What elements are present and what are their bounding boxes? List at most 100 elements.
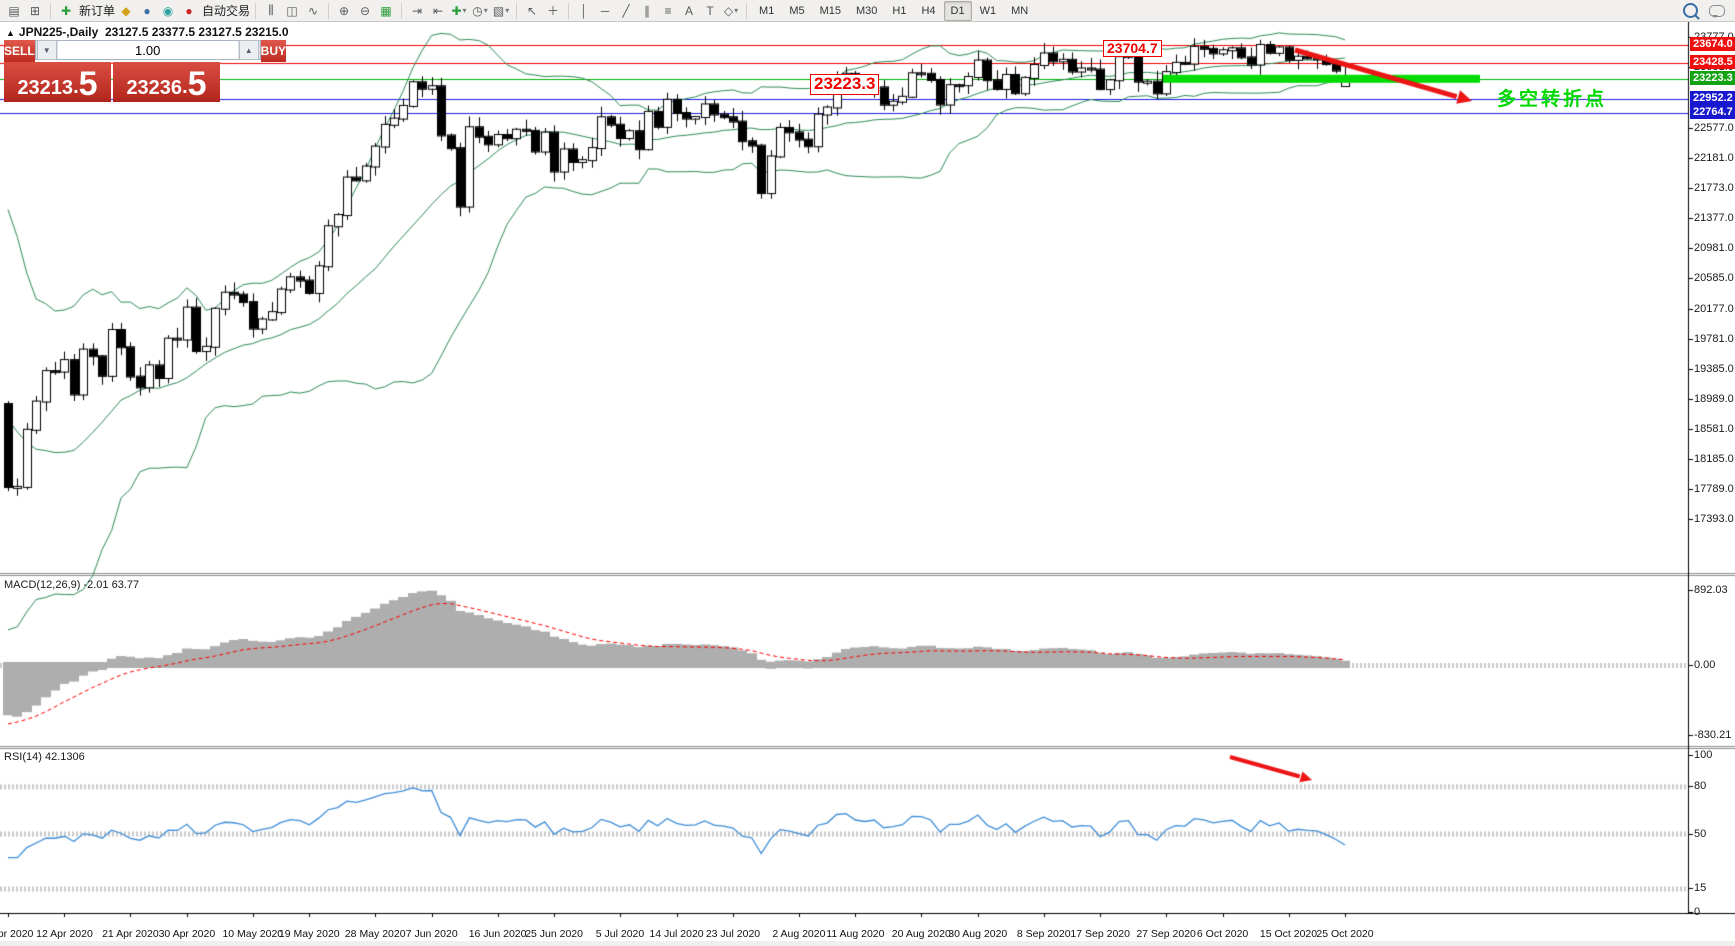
template-icon[interactable]: ▧ ▾ [492,3,510,18]
buy-price-dot: . [182,76,188,98]
vertical-line-icon[interactable]: │ [580,3,588,18]
tf-w1[interactable]: W1 [979,4,997,17]
sell-price[interactable]: 23213. 5 [4,62,111,102]
toolbar: ▤ ⊞ ✚ 新订单 ◆ ● ◉ ● 自动交易 ⫼ ◫ ∿ ⊕ ⊖ ▦ ⇥ ⇤ ✚… [0,0,1735,22]
tf-m15[interactable]: M15 [819,4,841,17]
fibonacci-icon[interactable]: ≡ [664,3,672,18]
price-tick-label: 22577.0 [1694,121,1734,134]
date-label: 14 Jul 2020 [649,928,704,940]
sell-price-main: 23213 [17,77,74,99]
date-label: 17 Sep 2020 [1070,928,1130,940]
tf-d1[interactable]: D1 [943,0,972,21]
bar-chart-icon[interactable]: ⫼ [268,3,274,17]
support-price-label[interactable]: 23223.3 [810,74,880,95]
crosshair-icon[interactable]: ＋ [547,4,560,18]
date-label: 12 Apr 2020 [36,928,93,940]
tf-m1[interactable]: M1 [759,4,775,17]
price-tick-label: 17393.0 [1694,513,1734,526]
price-tick-label: 22181.0 [1694,151,1734,164]
date-label: 11 Aug 2020 [826,928,885,940]
text-icon[interactable]: A [685,3,694,18]
toolbar-separator [516,2,518,19]
community-icon[interactable]: ● [143,3,151,18]
one-click-trading-panel: SELL ▼ ▲ BUY 23213.5 23236.5 [4,40,287,102]
turning-point-annotation[interactable]: 多空转折点 [1497,89,1608,110]
auto-scroll-icon[interactable]: ⇥ [412,3,423,18]
macd-tick-label: 892.03 [1694,583,1728,596]
date-label: 2 Aug 2020 [772,928,826,940]
signals-icon[interactable]: ◉ [162,3,174,18]
horizontal-line-icon[interactable]: ─ [600,3,610,18]
date-label: 6 Oct 2020 [1196,928,1249,940]
date-label: 15 Oct 2020 [1259,928,1318,940]
label-icon[interactable]: T [706,3,714,18]
date-label: 25 Oct 2020 [1316,928,1374,940]
date-label: 19 May 2020 [278,928,340,940]
sell-button[interactable]: SELL [4,40,35,62]
price-badge: 22764.7 [1690,105,1735,120]
volume-increase-button[interactable]: ▲ [238,40,259,60]
price-badge: 23223.3 [1690,70,1735,85]
macd-label: MACD(12,26,9) -2.01 63.77 [4,579,140,591]
new-order-icon[interactable]: ✚ [60,3,72,18]
channel-icon[interactable]: ∥ [644,3,651,18]
autotrading-button[interactable]: 自动交易 [202,4,251,18]
toolbar-separator [255,2,257,19]
price-tick-label: 19385.0 [1694,362,1734,375]
new-order-button[interactable]: 新订单 [79,4,116,18]
date-label: 23 Jul 2020 [705,928,761,940]
date-label: 20 Aug 2020 [891,928,951,940]
rsi-tick-label: 80 [1694,780,1707,793]
rsi-tick-label: 15 [1694,882,1707,895]
price-tick-label: 18581.0 [1694,423,1734,436]
tile-windows-icon[interactable]: ▦ [380,3,392,18]
market-watch-icon[interactable]: ▤ [8,3,20,18]
date-label: 21 Apr 2020 [102,928,159,940]
tf-h1[interactable]: H1 [892,4,907,17]
sell-price-frac: 5 [78,65,98,103]
toolbar-separator [568,2,570,19]
price-tick-label: 19781.0 [1694,332,1734,345]
tf-mn[interactable]: MN [1011,4,1029,17]
symbol-period: JPN225-,Daily [18,25,99,39]
tf-m5[interactable]: M5 [789,4,805,17]
line-chart-icon[interactable]: ∿ [308,3,319,18]
data-window-icon[interactable]: ⊞ [29,3,41,18]
buy-price-main: 23236 [126,77,183,99]
zoom-in-icon[interactable]: ⊕ [339,3,350,18]
price-tick-label: 20585.0 [1694,272,1734,285]
price-badge: 23674.0 [1690,36,1735,51]
shapes-icon[interactable]: ◇ ▾ [723,3,739,18]
volume-input[interactable] [57,41,238,59]
sell-price-dot: . [73,76,79,98]
add-indicator-icon[interactable]: ✚ ▾ [451,3,467,18]
autotrading-icon[interactable]: ● [185,3,193,18]
metaeditor-icon[interactable]: ◆ [121,3,131,18]
cursor-icon[interactable]: ↖ [527,3,538,18]
resistance-price-label[interactable]: 23704.7 [1103,40,1162,58]
date-label: 8 Sep 2020 [1016,928,1071,940]
candlestick-chart-icon[interactable]: ◫ [286,3,298,18]
search-icon[interactable] [1683,3,1698,18]
price-tick-label: 21773.0 [1694,182,1734,195]
period-selector-icon[interactable]: ◷ ▾ [472,3,488,18]
date-label: 27 Sep 2020 [1136,928,1196,940]
volume-decrease-button[interactable]: ▼ [36,40,57,60]
buy-button[interactable]: BUY [260,40,287,62]
trendline-icon[interactable]: ╱ [622,3,630,18]
price-tick-label: 20177.0 [1694,302,1734,315]
toolbar-separator [746,2,748,19]
collapse-icon[interactable]: ▲ [6,28,15,38]
price-tick-label: 18185.0 [1694,453,1734,466]
window-bottom-edge [0,941,1735,946]
chart-shift-icon[interactable]: ⇤ [433,3,444,18]
zoom-out-icon[interactable]: ⊖ [360,3,371,18]
tf-h4[interactable]: H4 [921,4,936,17]
date-label: 7 Jun 2020 [405,928,458,940]
rsi-tick-label: 50 [1694,827,1707,840]
buy-price[interactable]: 23236. 5 [113,62,220,102]
chat-icon[interactable] [1709,4,1725,18]
tf-m30[interactable]: M30 [856,4,878,17]
